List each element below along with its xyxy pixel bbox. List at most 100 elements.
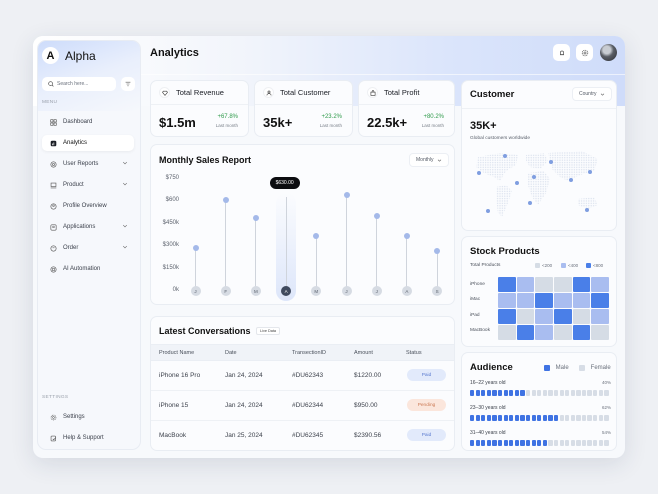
heatmap-cell[interactable] xyxy=(535,325,553,340)
month-label[interactable]: S xyxy=(432,286,443,296)
table-header: Product Name Date TransectionID Amount S… xyxy=(151,344,454,361)
status-badge: Paid xyxy=(407,369,446,381)
y-tick: 0k xyxy=(172,287,179,293)
heatmap-cell[interactable] xyxy=(498,325,516,340)
legend-item: <800 xyxy=(586,263,603,268)
period-dropdown[interactable]: Monthly xyxy=(409,153,449,167)
month-label[interactable]: J xyxy=(371,286,382,296)
card-title: Stock Products xyxy=(470,246,540,257)
stat-change: +23.2% xyxy=(321,114,342,120)
brand[interactable]: A Alpha xyxy=(42,47,96,64)
heatmap-cell[interactable] xyxy=(535,293,553,308)
heatmap-cell[interactable] xyxy=(572,309,591,324)
data-point[interactable] xyxy=(373,213,380,220)
heatmap-cell[interactable] xyxy=(591,293,609,308)
heatmap-cell[interactable] xyxy=(498,293,516,308)
data-point[interactable] xyxy=(252,214,259,221)
data-point[interactable] xyxy=(313,232,320,239)
heatmap-cell[interactable] xyxy=(516,277,535,292)
stat-card-customer: Total Customer 35k+ +23.2% Last month xyxy=(254,80,353,137)
column-header[interactable]: Status xyxy=(406,350,422,356)
table-row[interactable]: iPhone 15 Jan 24, 2024 #DU62344 $950.00 … xyxy=(151,391,454,421)
heatmap-cell[interactable] xyxy=(535,277,553,292)
audience-row: 23–30 years old 62% xyxy=(470,405,611,421)
age-group-label: 31–40 years old xyxy=(470,430,506,436)
heatmap-cell[interactable] xyxy=(516,309,535,324)
chevron-down-icon xyxy=(122,224,128,228)
stat-value: $1.5m xyxy=(159,115,196,130)
heatmap-cell[interactable] xyxy=(498,309,516,324)
heatmap-cell[interactable] xyxy=(591,277,609,292)
heatmap-cell[interactable] xyxy=(516,325,535,340)
chevron-down-icon xyxy=(600,93,604,96)
data-point[interactable] xyxy=(192,244,199,251)
stat-card-profit: Total Profit 22.5k+ +80.2% Last month xyxy=(358,80,455,137)
month-label[interactable]: A xyxy=(281,286,292,296)
legend-item: <400 xyxy=(561,263,578,268)
row-label: iPad xyxy=(470,313,480,318)
settings-button[interactable] xyxy=(576,44,593,61)
avatar[interactable] xyxy=(600,44,617,61)
segment-bar xyxy=(470,390,611,396)
heatmap-cell[interactable] xyxy=(572,277,591,292)
row-label: iPhone xyxy=(470,282,485,287)
heatmap-cell[interactable] xyxy=(572,293,591,308)
month-label[interactable]: A xyxy=(401,286,412,296)
heatmap-cell[interactable] xyxy=(535,309,553,324)
app-window: A Alpha Search here... MENU Dashboard An… xyxy=(33,36,625,458)
data-point[interactable] xyxy=(343,192,350,199)
data-point[interactable] xyxy=(222,196,229,203)
table-row[interactable]: iPhone 16 Pro Jan 24, 2024 #DU62343 $122… xyxy=(151,361,454,391)
sidebar-item-help-support[interactable]: Help & Support xyxy=(42,430,134,446)
sidebar-item-ai-automation[interactable]: AI Automation xyxy=(42,261,134,277)
sidebar-item-label: Order xyxy=(63,245,79,251)
data-point[interactable] xyxy=(434,247,441,254)
heatmap-cell[interactable] xyxy=(553,309,572,324)
ai-icon xyxy=(50,266,57,272)
row-label: iMac xyxy=(470,297,481,302)
month-label[interactable]: M xyxy=(311,286,322,296)
table-row[interactable]: MacBook Jan 25, 2024 #DU62345 $2390.56 P… xyxy=(151,421,454,451)
stat-label: Total Customer xyxy=(280,88,331,97)
column-header[interactable]: TransectionID xyxy=(292,350,327,356)
month-label[interactable]: J xyxy=(341,286,352,296)
sidebar-item-applications[interactable]: Applications xyxy=(42,219,134,235)
month-label[interactable]: F xyxy=(220,286,231,296)
sidebar-item-product[interactable]: Product xyxy=(42,177,134,193)
sidebar-item-settings[interactable]: Settings xyxy=(42,409,134,425)
heatmap-cell[interactable] xyxy=(553,277,572,292)
stat-value: 22.5k+ xyxy=(367,115,408,130)
heatmap-cell[interactable] xyxy=(591,325,609,340)
heatmap-cell[interactable] xyxy=(498,277,516,292)
month-label[interactable]: J xyxy=(190,286,201,296)
heatmap-cell[interactable] xyxy=(572,325,591,340)
notifications-button[interactable] xyxy=(553,44,570,61)
sidebar-item-label: User Reports xyxy=(63,161,99,167)
lollipop-stem xyxy=(195,247,196,287)
heatmap-cell[interactable] xyxy=(516,293,535,308)
data-point[interactable] xyxy=(403,232,410,239)
stock-heatmap xyxy=(498,277,609,340)
search-input[interactable]: Search here... xyxy=(42,77,116,91)
sidebar-item-user-reports[interactable]: User Reports xyxy=(42,156,134,172)
column-header[interactable]: Amount xyxy=(354,350,373,356)
filter-button[interactable] xyxy=(121,77,135,91)
help-icon xyxy=(50,435,57,441)
sidebar-item-profile-overview[interactable]: Profile Overview xyxy=(42,198,134,214)
lollipop-stem xyxy=(346,195,347,287)
heatmap-cell[interactable] xyxy=(591,309,609,324)
heatmap-cell[interactable] xyxy=(553,325,572,340)
customer-card: Customer Country 35K+ Global customers w… xyxy=(461,80,617,231)
customer-subtitle: Global customers worldwide xyxy=(470,136,530,141)
sidebar-item-order[interactable]: Order xyxy=(42,240,134,256)
analytics-icon xyxy=(50,140,57,146)
heatmap-cell[interactable] xyxy=(553,293,572,308)
month-label[interactable]: M xyxy=(250,286,261,296)
column-header[interactable]: Product Name xyxy=(159,350,195,356)
audience-card: Audience Male Female 16–22 years old 40% 2… xyxy=(461,352,617,451)
sidebar-item-dashboard[interactable]: Dashboard xyxy=(42,114,134,130)
country-dropdown[interactable]: Country xyxy=(572,87,612,101)
column-header[interactable]: Date xyxy=(225,350,237,356)
stat-value: 35k+ xyxy=(263,115,293,130)
sidebar-item-analytics[interactable]: Analytics xyxy=(42,135,134,151)
